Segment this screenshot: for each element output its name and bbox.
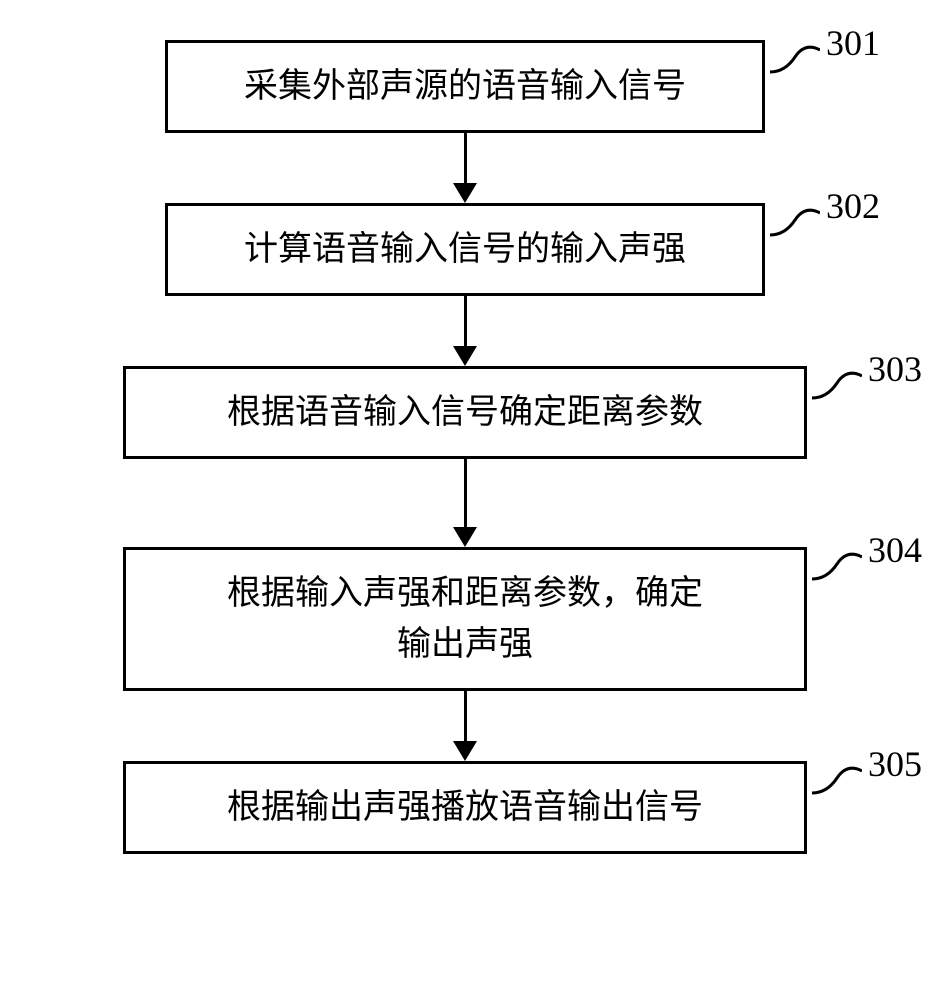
arrow-head-icon: [453, 183, 477, 203]
arrow-line-icon: [464, 133, 467, 185]
step-wrapper-301: 采集外部声源的语音输入信号 301: [80, 40, 850, 133]
step-label-301: 301: [826, 22, 880, 64]
flow-box-302: 计算语音输入信号的输入声强: [165, 203, 765, 296]
label-connector-305: [812, 763, 862, 803]
arrow-head-icon: [453, 741, 477, 761]
flow-text-301: 采集外部声源的语音输入信号: [244, 61, 686, 112]
arrow-302-303: [80, 296, 850, 366]
flow-box-303: 根据语音输入信号确定距离参数: [123, 366, 807, 459]
arrow-301-302: [80, 133, 850, 203]
flow-box-305: 根据输出声强播放语音输出信号: [123, 761, 807, 854]
flow-box-304: 根据输入声强和距离参数，确定 输出声强: [123, 547, 807, 691]
flow-text-303: 根据语音输入信号确定距离参数: [227, 387, 703, 438]
arrow-line-icon: [464, 296, 467, 348]
label-connector-302: [770, 205, 820, 245]
step-label-303: 303: [868, 348, 922, 390]
arrow-line-icon: [464, 691, 467, 743]
step-wrapper-302: 计算语音输入信号的输入声强 302: [80, 203, 850, 296]
label-connector-301: [770, 42, 820, 82]
step-label-302: 302: [826, 185, 880, 227]
label-connector-303: [812, 368, 862, 408]
label-connector-304: [812, 549, 862, 589]
step-label-304: 304: [868, 529, 922, 571]
step-label-305: 305: [868, 743, 922, 785]
flow-text-305: 根据输出声强播放语音输出信号: [227, 782, 703, 833]
step-wrapper-304: 根据输入声强和距离参数，确定 输出声强 304: [80, 547, 850, 691]
flow-text-302: 计算语音输入信号的输入声强: [244, 224, 686, 275]
flow-box-301: 采集外部声源的语音输入信号: [165, 40, 765, 133]
arrow-head-icon: [453, 527, 477, 547]
arrow-head-icon: [453, 346, 477, 366]
arrow-304-305: [80, 691, 850, 761]
arrow-303-304: [80, 459, 850, 547]
arrow-line-icon: [464, 459, 467, 529]
step-wrapper-305: 根据输出声强播放语音输出信号 305: [80, 761, 850, 854]
flowchart-container: 采集外部声源的语音输入信号 301 计算语音输入信号的输入声强 302 根据语音…: [80, 40, 850, 854]
step-wrapper-303: 根据语音输入信号确定距离参数 303: [80, 366, 850, 459]
flow-text-304: 根据输入声强和距离参数，确定 输出声强: [227, 568, 703, 670]
